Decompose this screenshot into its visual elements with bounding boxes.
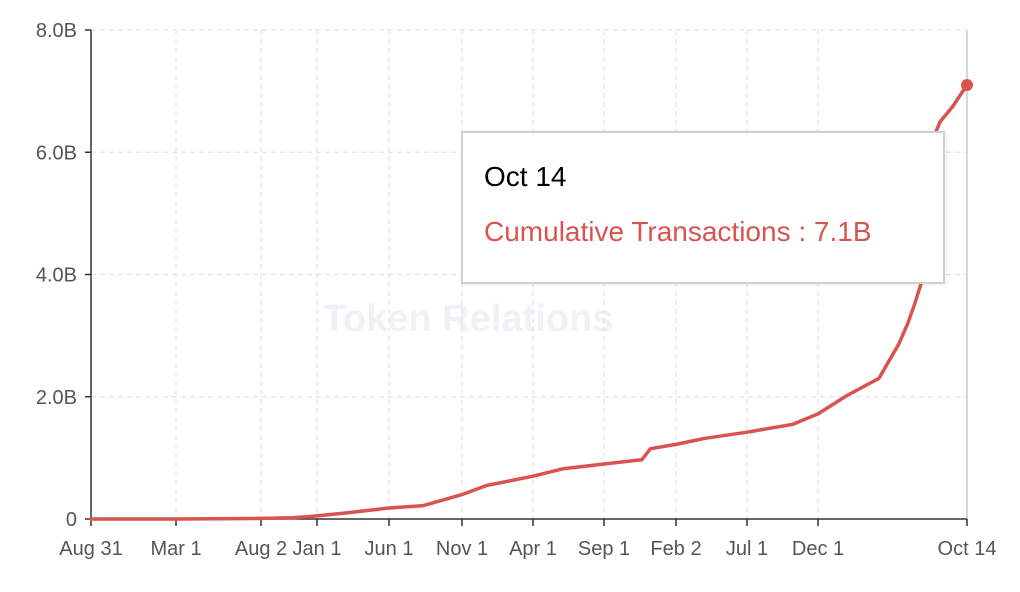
y-tick-label: 8.0B — [36, 20, 77, 42]
x-tick-label: Mar 1 — [150, 538, 201, 560]
tooltip-value: 7.1B — [813, 216, 872, 247]
x-tick-label: Feb 2 — [650, 538, 701, 560]
y-tick-label: 0 — [66, 509, 77, 531]
x-tick-label: Aug 2 — [235, 538, 287, 560]
tooltip-series-row: Cumulative Transactions : 7.1B — [484, 216, 872, 248]
x-tick-label: Aug 31 — [59, 538, 122, 560]
y-tick-label: 6.0B — [36, 142, 77, 164]
tooltip-separator: : — [790, 216, 814, 247]
watermark-text: Token Relations — [323, 298, 614, 340]
hover-tooltip: Oct 14 Cumulative Transactions : 7.1B — [461, 131, 945, 284]
x-tick-label: Oct 14 — [938, 538, 997, 560]
x-tick-label: Jul 1 — [726, 538, 768, 560]
x-tick-label: Nov 1 — [436, 538, 488, 560]
axes: 0 2.0B 4.0B 6.0B 8.0B Aug 31 Mar 1 Aug 2 Jan 1 Ju… — [36, 20, 997, 560]
x-tick-label: Jan 1 — [293, 538, 342, 560]
y-tick-label: 4.0B — [36, 265, 77, 287]
tooltip-series-label: Cumulative Transactions — [484, 216, 791, 247]
x-tick-label: Apr 1 — [509, 538, 557, 560]
tooltip-date: Oct 14 — [484, 161, 567, 192]
x-tick-label: Jun 1 — [365, 538, 414, 560]
x-tick-label: Dec 1 — [792, 538, 844, 560]
x-tick-label: Sep 1 — [578, 538, 630, 560]
highlight-point — [961, 79, 973, 92]
y-tick-label: 2.0B — [36, 387, 77, 409]
